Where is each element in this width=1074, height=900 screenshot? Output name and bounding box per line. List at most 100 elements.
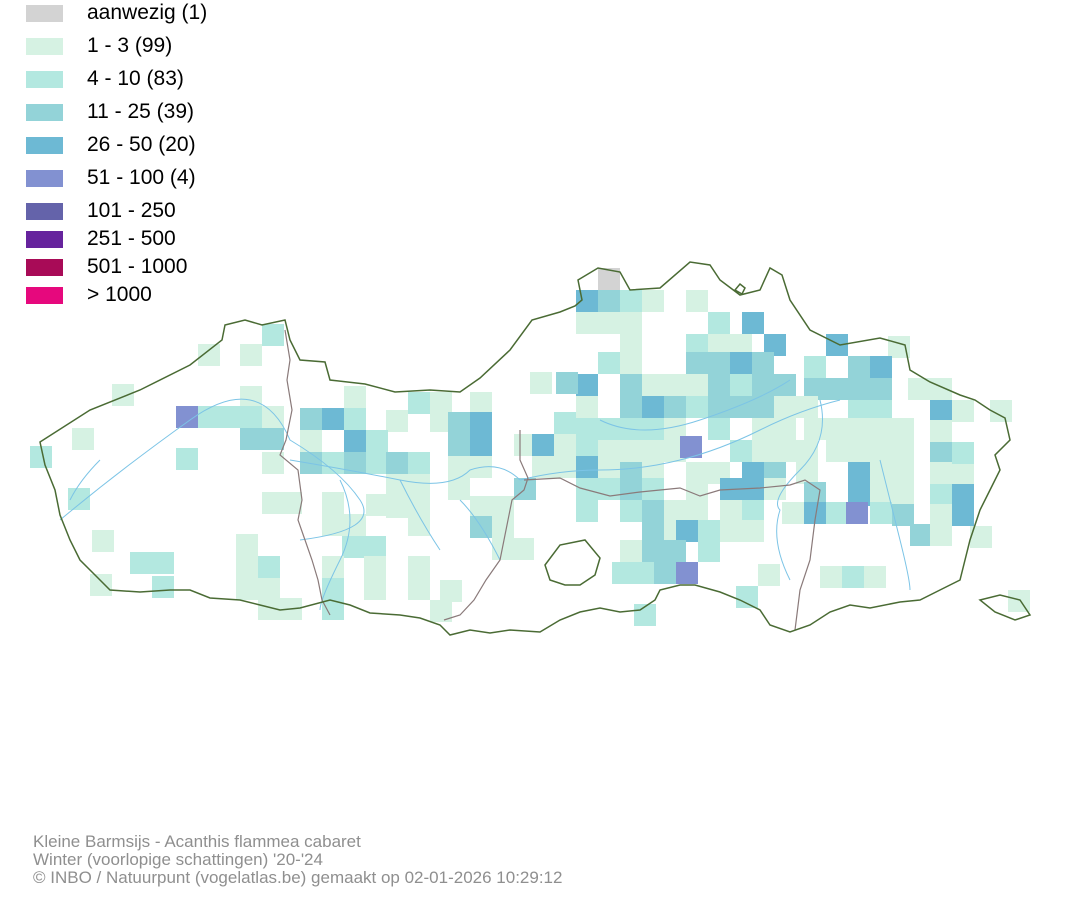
- grid-cell: [930, 462, 952, 484]
- grid-cell: [620, 334, 642, 356]
- grid-cell: [642, 374, 664, 396]
- grid-cell: [736, 586, 758, 608]
- river-line: [879, 459, 911, 591]
- grid-cell: [870, 400, 892, 422]
- grid-cell: [530, 372, 552, 394]
- grid-cell: [642, 418, 664, 440]
- grid-cell: [554, 456, 576, 478]
- grid-cell: [730, 440, 752, 462]
- grid-cell: [620, 312, 642, 334]
- grid-cell: [258, 578, 280, 600]
- grid-cell: [240, 386, 262, 408]
- grid-cell: [642, 540, 664, 562]
- grid-cell: [642, 478, 664, 500]
- grid-cell: [364, 578, 386, 600]
- grid-cell: [642, 396, 664, 418]
- grid-cell: [826, 418, 848, 440]
- grid-cell: [408, 474, 430, 496]
- grid-cell: [364, 556, 386, 578]
- grid-cell: [910, 524, 932, 546]
- grid-cell: [742, 312, 764, 334]
- grid-cell: [742, 478, 764, 500]
- grid-cell: [930, 524, 952, 546]
- legend-swatch: [26, 70, 63, 88]
- grid-cell: [664, 396, 686, 418]
- grid-cell: [680, 436, 702, 458]
- grid-cell: [322, 408, 344, 430]
- grid-cell: [344, 452, 366, 474]
- grid-cell: [366, 494, 388, 516]
- grid-cell: [430, 392, 452, 414]
- grid-cell: [620, 478, 642, 500]
- grid-cell: [620, 540, 642, 562]
- grid-cell: [676, 562, 698, 584]
- grid-cell: [742, 500, 764, 522]
- grid-cell: [470, 412, 492, 434]
- map-caption: Kleine Barmsijs - Acanthis flammea cabar…: [33, 833, 562, 887]
- grid-cell: [708, 312, 730, 334]
- grid-cell: [612, 562, 634, 584]
- grid-cell: [112, 384, 134, 406]
- grid-cell: [826, 502, 848, 524]
- grid-cell: [870, 418, 892, 440]
- grid-cell: [848, 400, 870, 422]
- grid-cell: [364, 536, 386, 558]
- grid-cell: [708, 334, 730, 356]
- grid-cell: [774, 440, 796, 462]
- grid-cell: [892, 484, 914, 506]
- grid-cell: [764, 334, 786, 356]
- grid-cell: [698, 540, 720, 562]
- legend-swatch: [26, 103, 63, 121]
- legend-item: aanwezig (1): [26, 2, 207, 24]
- grid-cell: [176, 406, 198, 428]
- grid-cell: [386, 452, 408, 474]
- grid-cell: [300, 430, 322, 452]
- grid-cell: [532, 456, 554, 478]
- grid-cell: [930, 378, 952, 400]
- grid-cell: [598, 352, 620, 374]
- grid-cell: [430, 600, 452, 622]
- grid-cell: [870, 502, 892, 524]
- grid-cell: [708, 374, 730, 396]
- grid-cell: [676, 520, 698, 542]
- grid-cell: [892, 440, 914, 462]
- grid-cell: [742, 520, 764, 542]
- grid-cell: [752, 374, 774, 396]
- grid-cell: [782, 502, 804, 524]
- legend-label: 4 - 10 (83): [87, 67, 184, 90]
- legend-swatch: [26, 258, 63, 276]
- grid-cell: [952, 484, 974, 506]
- grid-cell: [952, 400, 974, 422]
- flanders-outline: [39, 261, 1032, 636]
- grid-cell: [752, 440, 774, 462]
- grid-cell: [892, 462, 914, 484]
- grid-cell: [620, 374, 642, 396]
- grid-cell: [826, 378, 848, 400]
- grid-cell: [430, 410, 452, 432]
- grid-cell: [826, 334, 848, 356]
- legend-label: 101 - 250: [87, 199, 176, 222]
- grid-cell: [598, 290, 620, 312]
- legend-label: aanwezig (1): [87, 1, 208, 24]
- grid-cell: [492, 496, 514, 518]
- legend-label: 11 - 25 (39): [87, 100, 194, 123]
- grid-cell: [642, 500, 664, 522]
- grid-cell: [408, 496, 430, 518]
- grid-cell: [554, 412, 576, 434]
- grid-cell: [720, 520, 742, 542]
- grid-cell: [708, 396, 730, 418]
- season-subtitle: Winter (voorlopige schattingen) '20-'24: [33, 850, 323, 869]
- grid-cell: [262, 452, 284, 474]
- grid-cell: [576, 374, 598, 396]
- grid-cell: [620, 290, 642, 312]
- grid-cell: [870, 462, 892, 484]
- grid-cell: [386, 496, 408, 518]
- grid-cell: [598, 478, 620, 500]
- grid-cell: [730, 374, 752, 396]
- grid-cell: [386, 474, 408, 496]
- grid-cell: [386, 410, 408, 432]
- copyright-line: © INBO / Natuurpunt (vogelatlas.be) gema…: [33, 868, 563, 887]
- grid-cell: [90, 574, 112, 596]
- grid-cell: [152, 576, 174, 598]
- grid-cell: [930, 420, 952, 442]
